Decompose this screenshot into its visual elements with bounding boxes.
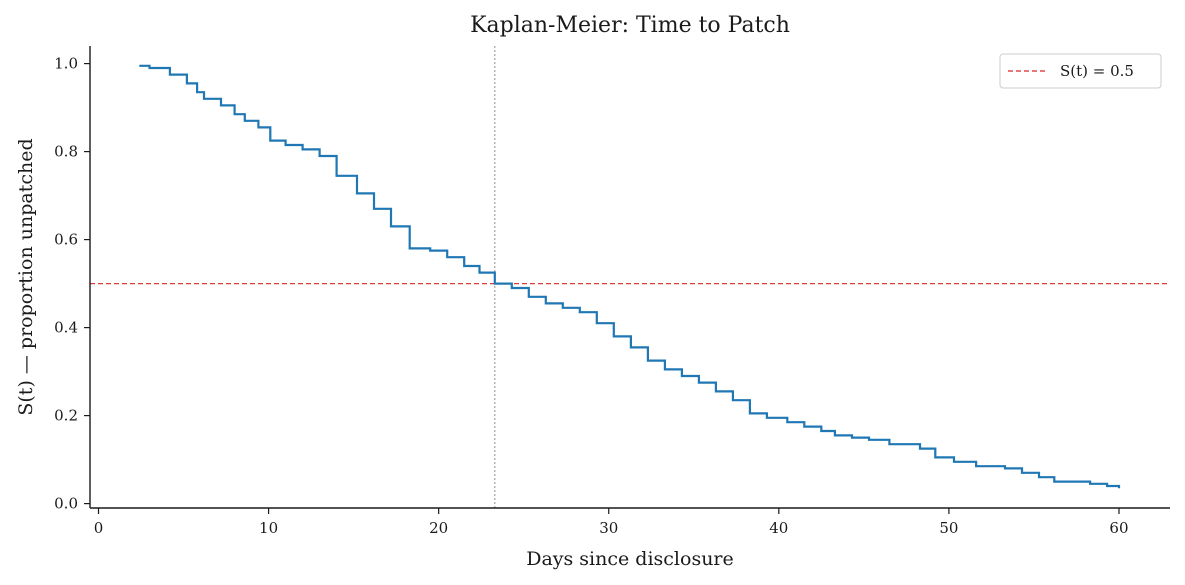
y-ticks: 0.0 0.2 0.4 0.6 0.8 1.0	[54, 55, 90, 513]
chart-title: Kaplan-Meier: Time to Patch	[470, 13, 790, 38]
x-tick-label: 20	[429, 519, 448, 537]
legend-box	[999, 53, 1162, 89]
x-tick-label: 10	[259, 519, 278, 537]
x-tick-label: 50	[939, 519, 958, 537]
x-axis-label: Days since disclosure	[526, 548, 734, 570]
x-tick-label: 60	[1109, 519, 1128, 537]
y-tick-label: 0.8	[54, 143, 78, 161]
survival-curve	[139, 64, 1121, 489]
x-tick-label: 30	[599, 519, 618, 537]
y-axis-label: S(t) — proportion unpatched	[15, 138, 37, 415]
y-tick-label: 1.0	[54, 55, 78, 73]
y-tick-label: 0.0	[54, 495, 78, 513]
y-tick-label: 0.2	[54, 407, 78, 425]
plot-area	[90, 46, 1170, 508]
x-tick-label: 40	[769, 519, 788, 537]
x-ticks: 0 10 20 30 40 50 60	[94, 508, 1129, 537]
y-tick-label: 0.6	[54, 231, 78, 249]
x-tick-label: 0	[94, 519, 104, 537]
y-tick-label: 0.4	[54, 319, 78, 337]
legend: S(t) = 0.5	[999, 53, 1162, 89]
legend-label-reference-line: S(t) = 0.5	[1060, 62, 1134, 80]
